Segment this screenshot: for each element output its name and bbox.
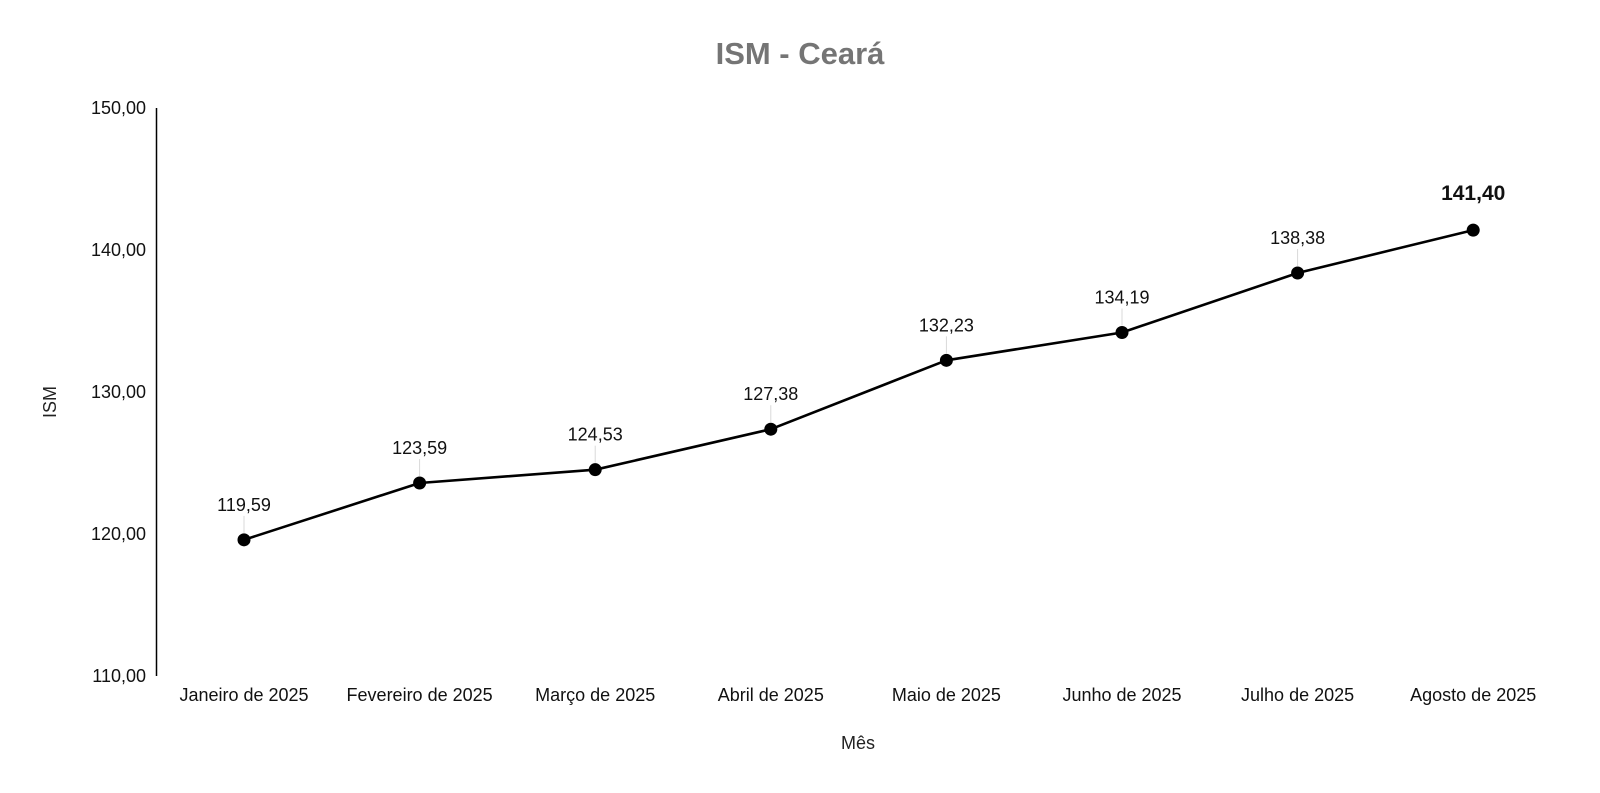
data-label: 134,19 [1094,288,1149,308]
data-label: 127,38 [743,384,798,404]
data-point-marker [764,422,778,436]
label-leader-lines [243,249,1299,533]
x-tick-label: Abril de 2025 [718,685,824,705]
y-axis-title: ISM [40,386,60,418]
x-tick-label: Agosto de 2025 [1410,685,1536,705]
data-labels: 119,59 123,59 124,53 127,38 132,23 134,19 138,… [217,182,1505,515]
series-line [242,228,1475,542]
x-tick-label: Maio de 2025 [892,685,1001,705]
data-point-marker [413,476,427,490]
data-point-marker [1291,266,1305,280]
data-point-marker [1115,326,1129,340]
x-tick-label: Fevereiro de 2025 [347,685,493,705]
y-tick-label: 130,00 [91,382,146,402]
x-tick-label: Março de 2025 [535,685,655,705]
x-axis-title: Mês [841,733,875,753]
chart-title: ISM - Ceará [716,36,886,71]
y-tick-label: 140,00 [91,240,146,260]
data-label: 124,53 [568,425,623,445]
data-point-marker [588,463,602,477]
data-point-marker [237,533,251,547]
data-points [237,223,1480,547]
data-label: 123,59 [392,438,447,458]
x-tick-label: Janeiro de 2025 [179,685,308,705]
data-label: 132,23 [919,315,974,335]
data-label: 141,40 [1441,182,1505,205]
data-point-marker [939,353,953,367]
y-tick-label: 150,00 [91,98,146,118]
data-label: 119,59 [217,495,271,515]
x-axis-ticks: Janeiro de 2025 Fevereiro de 2025 Março de… [179,685,1536,705]
x-tick-label: Junho de 2025 [1062,685,1181,705]
data-label: 138,38 [1270,228,1325,248]
data-point-marker [1466,223,1480,237]
y-tick-label: 110,00 [92,666,146,686]
y-axis-ticks: 110,00 120,00 130,00 140,00 150,00 [91,98,146,686]
y-tick-label: 120,00 [91,524,146,544]
x-tick-label: Julho de 2025 [1241,685,1354,705]
